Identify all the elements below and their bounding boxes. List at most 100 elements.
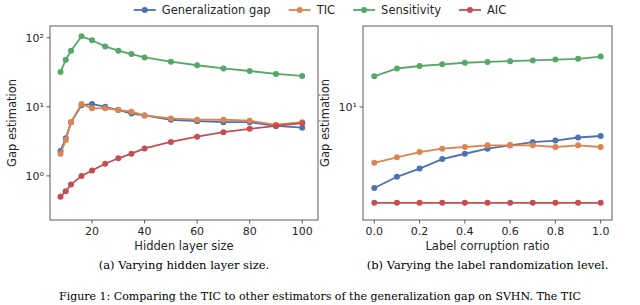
x-tick [249, 220, 250, 224]
point [598, 144, 604, 150]
point [371, 160, 377, 166]
point [530, 200, 536, 206]
point [552, 138, 558, 144]
legend-label: Sensitivity [381, 3, 441, 17]
point [371, 200, 377, 206]
series-line [61, 36, 303, 76]
point [417, 63, 423, 69]
series: AIC [371, 200, 603, 206]
point [530, 57, 536, 63]
point [79, 101, 85, 107]
point [68, 119, 74, 125]
point [439, 200, 445, 206]
y-tick [47, 106, 51, 107]
point [194, 134, 200, 140]
series: Sensitivity [58, 33, 306, 79]
x-tick-label: 0.0 [366, 225, 384, 238]
point [115, 155, 121, 161]
y-tick [47, 175, 51, 176]
point [102, 105, 108, 111]
point [68, 48, 74, 54]
series-line [61, 104, 303, 154]
point [394, 174, 400, 180]
point [63, 137, 69, 143]
point [168, 115, 174, 121]
legend-label: AIC [487, 3, 506, 17]
point [115, 107, 121, 113]
x-tick [92, 220, 93, 224]
point [485, 142, 491, 148]
x-tick [302, 220, 303, 224]
figure: 2040608010010⁰10¹10²Hidden layer sizeGap… [0, 0, 640, 305]
subplot-title: (b) Varying the label randomization leve… [367, 258, 609, 272]
y-tick-label: 10¹ [339, 101, 357, 114]
x-tick [600, 220, 601, 224]
point [68, 119, 74, 125]
point [462, 144, 468, 150]
x-tick-label: 0.8 [547, 225, 565, 238]
y-axis-label: Gap estimation [5, 79, 19, 167]
point [142, 54, 148, 60]
point [394, 66, 400, 72]
y-tick-label: 10² [26, 32, 44, 45]
point [439, 146, 445, 152]
subplot: 0.00.20.40.60.81.010¹Label corruption ra… [318, 26, 612, 272]
point [299, 73, 305, 79]
point [128, 109, 134, 115]
data-area: Generalization gapTICSensitivityAIC [371, 54, 603, 206]
point [168, 139, 174, 145]
series: Generalization gap [371, 133, 603, 191]
x-tick [510, 220, 511, 224]
point [273, 123, 279, 129]
point [115, 107, 121, 113]
x-tick-label: 1.0 [592, 225, 610, 238]
x-tick [419, 220, 420, 224]
x-axis-label: Label corruption ratio [425, 239, 549, 253]
point [273, 123, 279, 129]
x-axis-label: Hidden layer size [134, 239, 233, 253]
plot-frame [50, 26, 318, 220]
series: TIC [371, 142, 603, 165]
x-tick [464, 220, 465, 224]
point [485, 200, 491, 206]
plot-frame [363, 26, 612, 220]
x-tick-label: 0.2 [411, 225, 429, 238]
y-tick-label: 10¹ [26, 101, 44, 114]
point [128, 51, 134, 57]
series-line [374, 57, 600, 77]
x-tick [197, 220, 198, 224]
point [507, 142, 513, 148]
point [89, 105, 95, 111]
point [220, 129, 226, 135]
point [142, 145, 148, 151]
legend: Generalization gap TIC Sensitivity AIC [134, 3, 507, 17]
point [439, 61, 445, 67]
point [194, 62, 200, 68]
series: AIC [58, 120, 306, 200]
point [63, 188, 69, 194]
legend-marker [142, 7, 148, 13]
point [485, 59, 491, 65]
point [68, 182, 74, 188]
point [102, 161, 108, 167]
legend-marker [361, 7, 367, 13]
legend-label: TIC [316, 3, 335, 17]
point [58, 194, 64, 200]
point [598, 200, 604, 206]
x-tick-label: 60 [190, 225, 204, 238]
legend-label: Generalization gap [162, 3, 271, 17]
point [575, 200, 581, 206]
point [417, 200, 423, 206]
point [575, 142, 581, 148]
y-tick [360, 106, 364, 107]
point [89, 37, 95, 43]
point [371, 73, 377, 79]
y-tick [47, 37, 51, 38]
point [102, 43, 108, 49]
series: TIC [58, 101, 306, 157]
x-tick-label: 80 [243, 225, 257, 238]
point [507, 58, 513, 64]
point [142, 112, 148, 118]
legend-marker [297, 7, 303, 13]
point [394, 200, 400, 206]
